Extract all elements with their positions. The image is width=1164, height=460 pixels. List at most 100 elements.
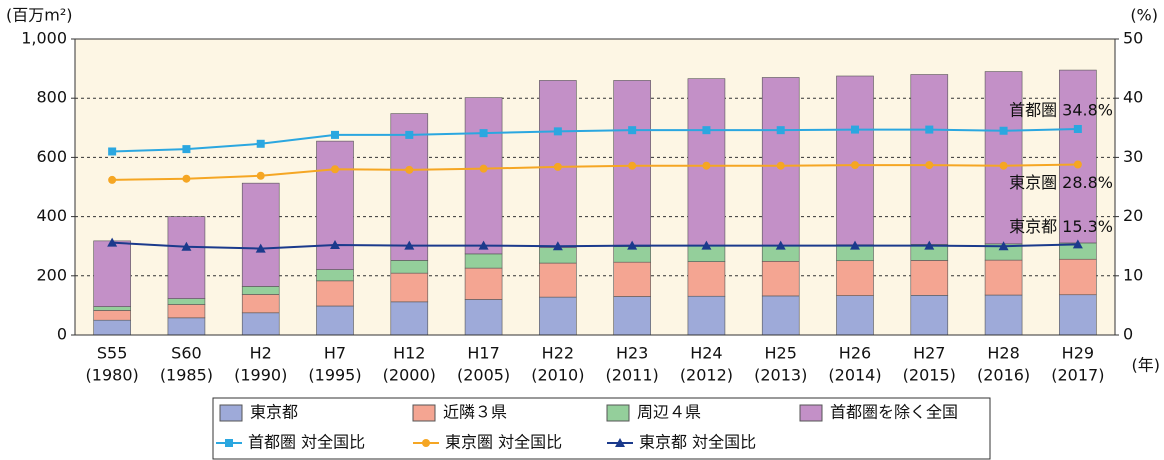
x-tick-label: (2012) (680, 366, 733, 385)
annotation: 東京都 15.3% (1009, 217, 1113, 236)
line-marker (181, 241, 192, 251)
bar-segment (241, 182, 280, 287)
line-marker (108, 147, 117, 156)
bar-segment (1059, 69, 1097, 244)
legend-label: 首都圏を除く全国 (830, 403, 958, 422)
line-marker (701, 240, 712, 250)
line-marker (702, 161, 711, 170)
line-marker (998, 241, 1009, 251)
legend-label: 近隣３県 (443, 403, 507, 422)
line (112, 241, 1078, 250)
line-marker (999, 126, 1008, 135)
annotation: 首都圏 34.8% (1009, 100, 1113, 119)
line-marker (331, 130, 339, 139)
line-marker (628, 126, 637, 135)
bar-segment (761, 295, 800, 336)
line-marker (851, 161, 859, 170)
y2-tick-label: 10 (1123, 265, 1143, 284)
legend (212, 397, 991, 460)
bar-segment (464, 253, 503, 269)
bar-segment (1059, 258, 1097, 296)
x-tick-label: H25 (765, 344, 797, 363)
x-tick-label: H22 (542, 344, 574, 363)
bar-segment (910, 260, 949, 296)
y2-unit-label: (%) (1130, 6, 1158, 25)
line-marker (553, 162, 562, 171)
legend-swatch (799, 404, 823, 422)
y-tick-label: 200 (36, 265, 67, 284)
x-tick-label: H2 (250, 344, 272, 363)
bar-segment (167, 298, 206, 305)
annotation: 東京圏 28.8% (1009, 173, 1113, 192)
x-tick-label: (1980) (86, 366, 139, 385)
bar-segment (1059, 294, 1097, 336)
y-tick-label: 1,000 (21, 29, 67, 48)
x-tick-label: (1990) (234, 366, 287, 385)
line-marker (479, 129, 488, 138)
bar-segment (984, 71, 1023, 245)
line-marker (404, 240, 415, 250)
x-tick-label: H23 (616, 344, 648, 363)
x-tick-label: (2016) (977, 366, 1030, 385)
line-marker (851, 125, 859, 134)
bar-segment (316, 140, 354, 270)
line-marker (925, 161, 934, 170)
bar-segment (93, 306, 131, 311)
y-tick-label: 0 (57, 325, 67, 344)
x-unit-label: (年) (1132, 356, 1161, 375)
x-tick-label: H17 (467, 344, 499, 363)
x-tick-label: H7 (324, 344, 346, 363)
line-marker (552, 241, 563, 251)
x-tick-label: (1985) (160, 366, 213, 385)
line-marker (107, 237, 118, 247)
bar-segment (167, 317, 206, 336)
line-marker (1073, 124, 1082, 133)
x-tick-label: (2000) (383, 366, 436, 385)
x-tick-label: S55 (97, 344, 128, 363)
line-marker (999, 161, 1008, 170)
bar-segment (687, 261, 726, 297)
legend-label: 東京圏 対全国比 (445, 433, 562, 452)
bar-segment (167, 216, 206, 299)
line-marker (108, 175, 117, 184)
bar-segment (836, 260, 874, 296)
line-marker (405, 165, 414, 174)
bar-segment (93, 240, 131, 307)
y-unit-label: (百万m²) (6, 6, 73, 25)
bar-segment (241, 294, 280, 314)
line-marker (925, 125, 934, 134)
legend-marker (225, 439, 233, 447)
bar-segment (910, 295, 949, 336)
bar-segment (836, 295, 874, 336)
x-tick-label: H29 (1062, 344, 1094, 363)
y2-tick-label: 40 (1123, 88, 1143, 107)
x-tick-label: (2015) (903, 366, 956, 385)
line-marker (553, 127, 562, 136)
bar-segment (316, 305, 354, 336)
line-marker (775, 240, 786, 250)
bar-segment (761, 260, 800, 297)
line (112, 127, 1078, 153)
line-marker (702, 126, 711, 135)
y2-tick-label: 30 (1123, 147, 1143, 166)
line-marker (405, 130, 414, 139)
bar-segment (539, 262, 577, 298)
legend-marker (615, 438, 625, 447)
y-tick-label: 400 (36, 206, 67, 225)
plot-border (74, 38, 1116, 336)
bar-segment (241, 312, 280, 336)
line-marker (255, 243, 266, 253)
bar-segment (613, 261, 651, 297)
bar-segment (464, 299, 503, 336)
bar-segment (316, 269, 354, 282)
line-marker (182, 145, 191, 154)
x-tick-label: H28 (987, 344, 1019, 363)
bar-segment (687, 295, 726, 336)
bar-segment (390, 272, 429, 303)
line-marker (628, 161, 637, 170)
legend-label: 東京都 (250, 403, 298, 422)
line-marker (256, 171, 265, 180)
x-tick-label: H12 (393, 344, 425, 363)
bar-segment (316, 280, 354, 307)
